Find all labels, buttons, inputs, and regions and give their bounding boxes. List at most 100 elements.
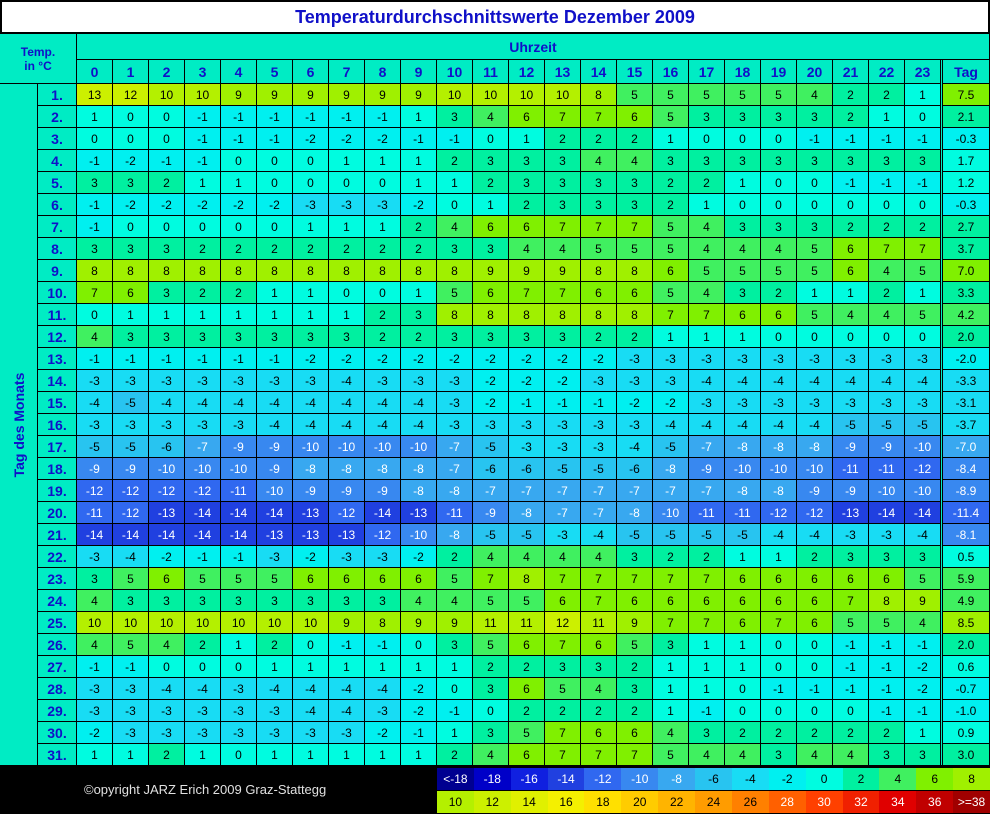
- temp-cell: 0: [221, 216, 257, 238]
- temp-cell: 10: [437, 84, 473, 106]
- temp-cell: 1: [329, 744, 365, 766]
- temp-cell: -3: [293, 194, 329, 216]
- temp-cell: 0: [761, 700, 797, 722]
- row-label: 20.: [38, 502, 77, 524]
- temp-cell: -1: [869, 700, 905, 722]
- temp-cell: 2: [437, 150, 473, 172]
- temp-cell: -3: [185, 414, 221, 436]
- temp-cell: 0: [761, 634, 797, 656]
- temp-cell: 5: [617, 238, 653, 260]
- temp-cell: 2: [509, 700, 545, 722]
- temp-cell: 3: [365, 590, 401, 612]
- temp-cell: -5: [581, 458, 617, 480]
- temp-cell: -1: [77, 194, 113, 216]
- temp-cell: 2: [221, 238, 257, 260]
- temp-cell: 1: [761, 546, 797, 568]
- temp-cell: 6: [509, 678, 545, 700]
- temp-cell: -2: [653, 392, 689, 414]
- temp-cell: 3: [833, 150, 869, 172]
- temp-cell: 2: [185, 634, 221, 656]
- temp-cell: 9: [473, 260, 509, 282]
- temp-cell: 4: [761, 238, 797, 260]
- temp-cell: 3: [113, 238, 149, 260]
- temp-cell: -1: [77, 656, 113, 678]
- temp-cell: 1: [437, 656, 473, 678]
- temp-cell: -3: [185, 700, 221, 722]
- temp-cell: -4: [761, 414, 797, 436]
- temp-cell: 0: [221, 744, 257, 766]
- temp-cell: -2: [473, 370, 509, 392]
- temp-cell: -1: [365, 634, 401, 656]
- temp-cell: -1: [509, 392, 545, 414]
- row-label: 11.: [38, 304, 77, 326]
- temp-cell: -8: [761, 480, 797, 502]
- temp-cell: -3: [221, 722, 257, 744]
- temp-cell: 2: [437, 744, 473, 766]
- temp-cell: 1: [653, 656, 689, 678]
- temp-cell: 0: [437, 678, 473, 700]
- temp-cell: 2: [797, 722, 833, 744]
- temp-cell: 1: [689, 678, 725, 700]
- temp-cell: -12: [185, 480, 221, 502]
- temp-cell: -4: [689, 414, 725, 436]
- temp-cell: -12: [905, 458, 941, 480]
- temp-cell: 0: [257, 216, 293, 238]
- day-average: 0.5: [943, 546, 990, 568]
- row-label: 7.: [38, 216, 77, 238]
- temp-cell: -1: [905, 634, 941, 656]
- temp-cell: 0: [185, 216, 221, 238]
- day-average: -8.4: [943, 458, 990, 480]
- temp-cell: 9: [365, 84, 401, 106]
- temp-cell: 1: [329, 216, 365, 238]
- temp-cell: 8: [617, 260, 653, 282]
- temp-cell: 3: [329, 326, 365, 348]
- temp-cell: -12: [113, 502, 149, 524]
- temp-cell: 3: [149, 326, 185, 348]
- temp-cell: -4: [365, 414, 401, 436]
- temp-cell: 4: [509, 238, 545, 260]
- temp-cell: 1: [401, 172, 437, 194]
- temp-cell: -9: [113, 458, 149, 480]
- day-header: Tag: [943, 60, 990, 84]
- temp-cell: 3: [113, 590, 149, 612]
- temp-cell: 1: [293, 744, 329, 766]
- temp-cell: 1: [401, 106, 437, 128]
- temp-cell: 10: [77, 612, 113, 634]
- row-label: 10.: [38, 282, 77, 304]
- temp-cell: 3: [545, 172, 581, 194]
- temp-cell: 2: [905, 216, 941, 238]
- temp-cell: -14: [77, 524, 113, 546]
- legend-cell: 30: [805, 791, 843, 813]
- temp-cell: -14: [113, 524, 149, 546]
- temp-cell: -1: [221, 106, 257, 128]
- temp-cell: 0: [761, 194, 797, 216]
- temp-cell: 3: [869, 150, 905, 172]
- temp-cell: 1: [293, 304, 329, 326]
- temp-cell: 3: [833, 546, 869, 568]
- temp-cell: -2: [545, 348, 581, 370]
- temp-cell: -8: [401, 480, 437, 502]
- temp-cell: 9: [293, 84, 329, 106]
- temp-cell: -4: [221, 392, 257, 414]
- temp-cell: 0: [293, 634, 329, 656]
- temp-cell: -3: [545, 524, 581, 546]
- temp-cell: 6: [473, 216, 509, 238]
- temp-cell: 7: [473, 568, 509, 590]
- temp-cell: 8: [329, 260, 365, 282]
- temp-cell: -5: [509, 524, 545, 546]
- temp-cell: 0: [365, 282, 401, 304]
- temp-cell: -14: [365, 502, 401, 524]
- temp-cell: -3: [797, 392, 833, 414]
- temp-cell: -4: [581, 524, 617, 546]
- hour-label: 12: [509, 60, 545, 84]
- day-average: 7.0: [943, 260, 990, 282]
- temp-cell: -4: [329, 414, 365, 436]
- temp-cell: -1: [221, 348, 257, 370]
- temp-cell: 2: [257, 238, 293, 260]
- temp-cell: -3: [113, 370, 149, 392]
- temp-cell: 3: [545, 326, 581, 348]
- temp-cell: 3: [761, 150, 797, 172]
- temp-cell: -1: [221, 128, 257, 150]
- temp-cell: 4: [473, 546, 509, 568]
- temp-cell: 4: [77, 326, 113, 348]
